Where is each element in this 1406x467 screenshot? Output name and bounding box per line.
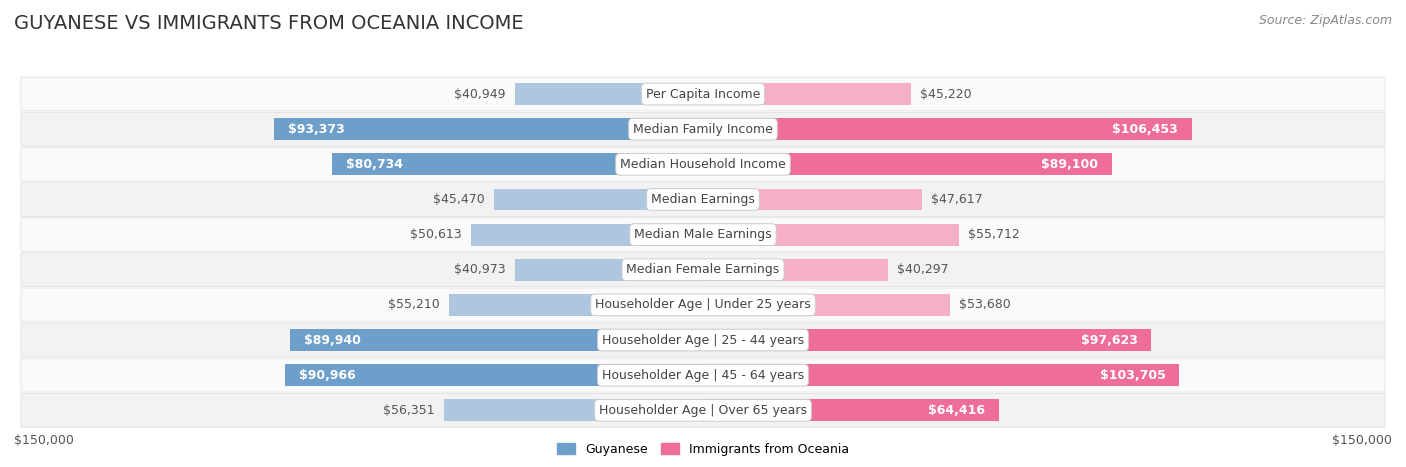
- Bar: [450, 294, 703, 316]
- Text: $47,617: $47,617: [931, 193, 983, 206]
- Text: Householder Age | Over 65 years: Householder Age | Over 65 years: [599, 404, 807, 417]
- Bar: [471, 224, 703, 246]
- Text: Householder Age | 45 - 64 years: Householder Age | 45 - 64 years: [602, 368, 804, 382]
- Bar: [332, 154, 703, 175]
- Bar: [274, 118, 703, 140]
- Text: $50,613: $50,613: [409, 228, 461, 241]
- Bar: [290, 329, 703, 351]
- Text: $40,297: $40,297: [897, 263, 949, 276]
- Bar: [703, 154, 1112, 175]
- FancyBboxPatch shape: [21, 77, 1385, 111]
- FancyBboxPatch shape: [21, 323, 1385, 357]
- Text: $150,000: $150,000: [1331, 434, 1392, 447]
- Text: $89,940: $89,940: [304, 333, 360, 347]
- Text: Median Household Income: Median Household Income: [620, 158, 786, 171]
- FancyBboxPatch shape: [21, 288, 1385, 322]
- Text: $103,705: $103,705: [1099, 368, 1166, 382]
- Text: $53,680: $53,680: [959, 298, 1011, 311]
- FancyBboxPatch shape: [21, 148, 1385, 181]
- Text: Median Male Earnings: Median Male Earnings: [634, 228, 772, 241]
- FancyBboxPatch shape: [21, 393, 1385, 427]
- Text: Householder Age | Under 25 years: Householder Age | Under 25 years: [595, 298, 811, 311]
- Text: $106,453: $106,453: [1112, 123, 1178, 136]
- Text: $55,210: $55,210: [388, 298, 440, 311]
- Text: Median Family Income: Median Family Income: [633, 123, 773, 136]
- Bar: [703, 294, 949, 316]
- Legend: Guyanese, Immigrants from Oceania: Guyanese, Immigrants from Oceania: [551, 438, 855, 461]
- Text: $55,712: $55,712: [969, 228, 1019, 241]
- Bar: [444, 399, 703, 421]
- Text: Householder Age | 25 - 44 years: Householder Age | 25 - 44 years: [602, 333, 804, 347]
- Bar: [515, 259, 703, 281]
- FancyBboxPatch shape: [21, 183, 1385, 216]
- Text: $150,000: $150,000: [14, 434, 75, 447]
- Text: $56,351: $56,351: [384, 404, 434, 417]
- Bar: [515, 83, 703, 105]
- FancyBboxPatch shape: [21, 358, 1385, 392]
- Bar: [494, 189, 703, 210]
- Text: $40,973: $40,973: [454, 263, 506, 276]
- Text: $64,416: $64,416: [928, 404, 986, 417]
- Text: $93,373: $93,373: [288, 123, 344, 136]
- Text: GUYANESE VS IMMIGRANTS FROM OCEANIA INCOME: GUYANESE VS IMMIGRANTS FROM OCEANIA INCO…: [14, 14, 523, 33]
- Text: Per Capita Income: Per Capita Income: [645, 87, 761, 100]
- Bar: [703, 399, 998, 421]
- FancyBboxPatch shape: [21, 253, 1385, 287]
- Text: $89,100: $89,100: [1042, 158, 1098, 171]
- FancyBboxPatch shape: [21, 218, 1385, 251]
- Text: $97,623: $97,623: [1081, 333, 1137, 347]
- Bar: [703, 189, 922, 210]
- Bar: [703, 83, 911, 105]
- Text: $90,966: $90,966: [299, 368, 356, 382]
- Bar: [285, 364, 703, 386]
- Bar: [703, 118, 1192, 140]
- Text: $80,734: $80,734: [346, 158, 404, 171]
- Text: Source: ZipAtlas.com: Source: ZipAtlas.com: [1258, 14, 1392, 27]
- Bar: [703, 364, 1180, 386]
- Bar: [703, 224, 959, 246]
- Text: $45,220: $45,220: [920, 87, 972, 100]
- Bar: [703, 329, 1152, 351]
- Text: $40,949: $40,949: [454, 87, 506, 100]
- FancyBboxPatch shape: [21, 113, 1385, 146]
- Text: Median Earnings: Median Earnings: [651, 193, 755, 206]
- Text: Median Female Earnings: Median Female Earnings: [627, 263, 779, 276]
- Bar: [703, 259, 889, 281]
- Text: $45,470: $45,470: [433, 193, 485, 206]
